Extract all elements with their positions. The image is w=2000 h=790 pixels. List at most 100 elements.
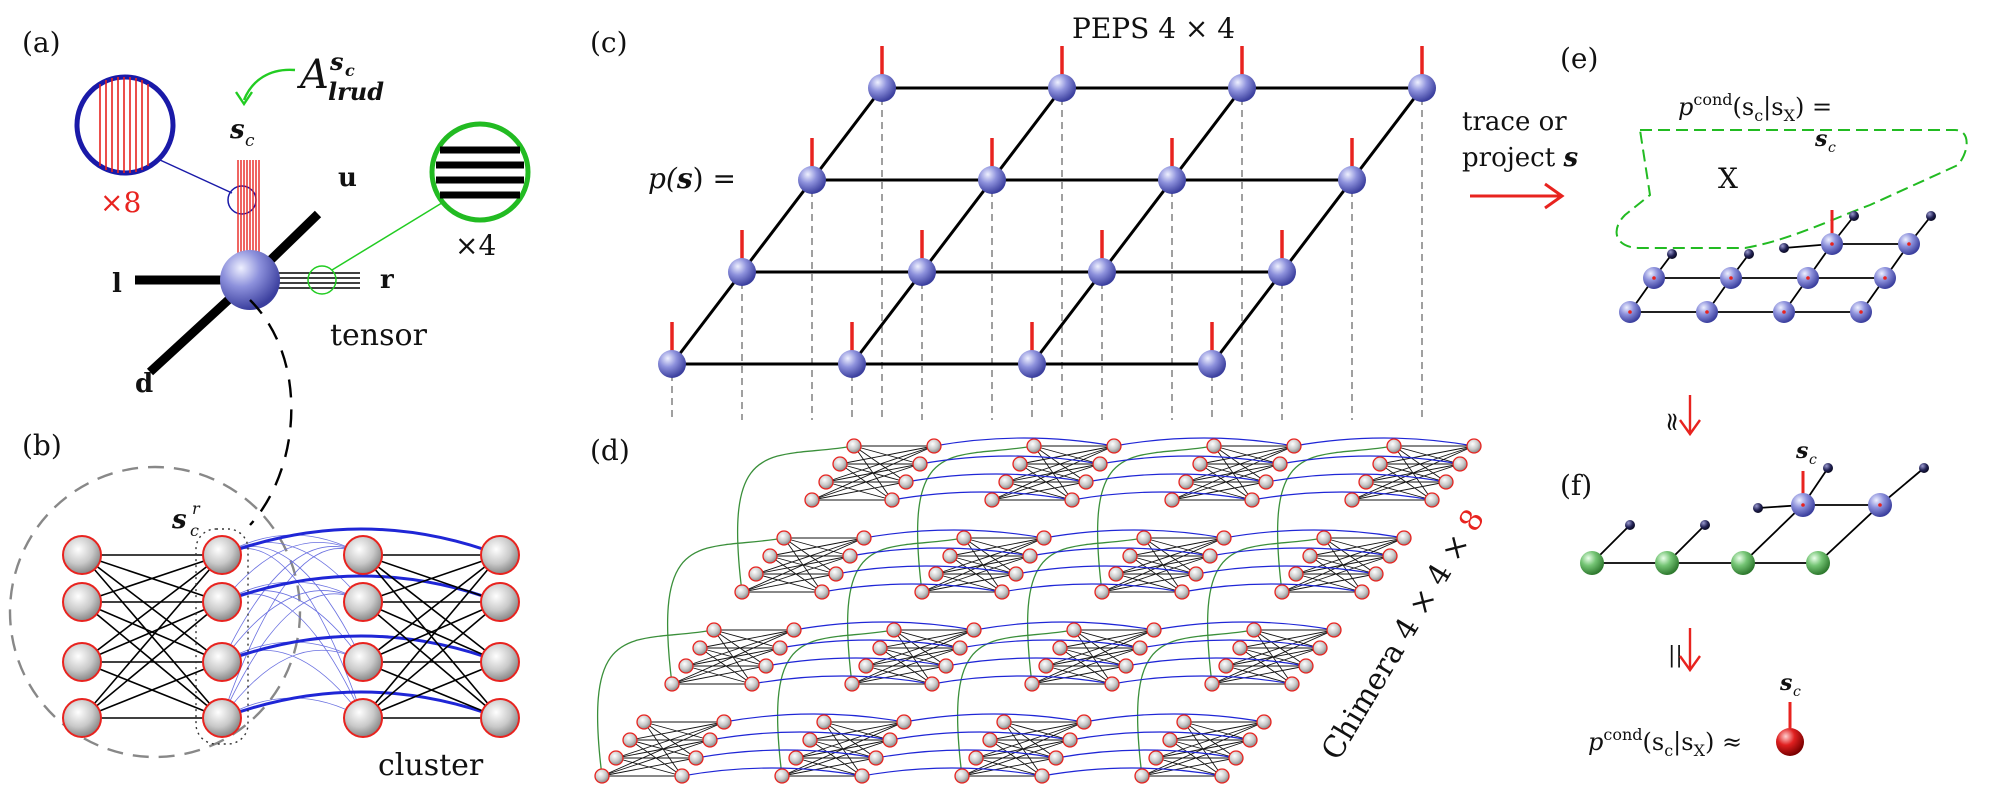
chimera-intra-edge bbox=[1183, 721, 1251, 741]
chimera-node bbox=[1106, 438, 1122, 454]
peps-grid bbox=[658, 46, 1436, 378]
approx-sign-2: || bbox=[1668, 643, 1683, 668]
chimera-node bbox=[1358, 474, 1374, 490]
phys-index-e: s bbox=[1814, 126, 1827, 152]
panel-e: (e) pcond(sc|sX) = s c X bbox=[1560, 42, 1968, 323]
chimera-intra-edge bbox=[1003, 721, 1057, 759]
chimera-node bbox=[786, 622, 802, 638]
peps-node bbox=[838, 350, 866, 378]
chimera-vertical-coupler bbox=[957, 629, 1075, 777]
chimera-intra-edge bbox=[853, 445, 893, 501]
chimera-node bbox=[1354, 584, 1370, 600]
grid-e-fixed-spin bbox=[1779, 243, 1789, 253]
cluster-intra-edge bbox=[81, 601, 223, 663]
chimera-intra-edge bbox=[1309, 555, 1363, 593]
final-node bbox=[1776, 728, 1804, 756]
approx-sign-1: ≈ bbox=[1657, 411, 1687, 433]
chimera-node bbox=[886, 622, 902, 638]
chimera-vertical-coupler bbox=[1027, 537, 1145, 685]
chimera-horizontal-coupler bbox=[1279, 455, 1461, 465]
chimera-horizontal-coupler bbox=[1043, 529, 1225, 539]
phys-zoom-connector bbox=[159, 159, 233, 194]
peps-bond-diagonal bbox=[1210, 87, 1424, 365]
chimera-intra-edge bbox=[615, 757, 683, 777]
phys-index-a: s bbox=[229, 115, 245, 145]
cluster-node bbox=[202, 582, 242, 622]
chimera-node bbox=[846, 438, 862, 454]
cluster-caption: cluster bbox=[378, 748, 484, 783]
chimera-intra-edge bbox=[685, 665, 753, 685]
chimera-node bbox=[594, 768, 610, 784]
chimera-horizontal-coupler bbox=[863, 529, 1045, 539]
chimera-vertical-coupler bbox=[597, 629, 715, 777]
chimera-horizontal-coupler bbox=[849, 547, 1031, 557]
chimera-intra-edge bbox=[853, 445, 907, 483]
chimera-node bbox=[1452, 456, 1468, 472]
chimera-node bbox=[1174, 584, 1190, 600]
panel-f: (f) s c bbox=[1560, 438, 1929, 575]
chimera-node bbox=[1246, 622, 1262, 638]
chimera-horizontal-coupler bbox=[821, 583, 1003, 593]
chimera-intra-edge bbox=[935, 573, 1003, 593]
chimera-node bbox=[1178, 474, 1194, 490]
chimera-intra-edge bbox=[893, 629, 947, 667]
cluster-intra-edge bbox=[362, 601, 501, 719]
chimera-intra-edge bbox=[1169, 739, 1223, 777]
cluster-node bbox=[343, 535, 383, 575]
chain-f-boundary-node bbox=[1731, 551, 1755, 575]
chimera-intra-edge bbox=[1005, 481, 1073, 501]
chimera-node bbox=[1176, 714, 1192, 730]
cluster-thin-coupler bbox=[221, 590, 364, 663]
chimera-node bbox=[856, 530, 872, 546]
peps-node bbox=[658, 350, 686, 378]
cluster-intra-edge bbox=[81, 661, 223, 719]
chimera-node bbox=[1132, 640, 1148, 656]
chimera-node bbox=[1012, 456, 1028, 472]
cluster-node bbox=[343, 642, 383, 682]
chimera-vertical-coupler bbox=[737, 445, 855, 593]
chimera-intra-edge bbox=[1213, 445, 1281, 465]
chimera-vertical-coupler bbox=[1277, 445, 1395, 593]
cluster-node bbox=[62, 698, 102, 738]
chimera-intra-edge bbox=[1115, 573, 1183, 593]
chimera-intra-edge bbox=[963, 537, 1003, 593]
chimera-node bbox=[1244, 492, 1260, 508]
cluster-selection-box bbox=[195, 528, 249, 745]
chimera-node bbox=[844, 676, 860, 692]
chimera-intra-edge bbox=[1183, 721, 1237, 759]
cluster-thin-coupler bbox=[221, 590, 364, 663]
bond-zoom-lines bbox=[436, 146, 524, 199]
chimera-node bbox=[924, 676, 940, 692]
spin-symbol: s bbox=[171, 505, 187, 535]
grid-e-node-dot bbox=[1883, 276, 1887, 280]
panel-d-label: (d) bbox=[590, 434, 630, 467]
peps-node bbox=[1048, 74, 1076, 102]
tensor-to-cluster-dashed bbox=[249, 299, 293, 526]
chimera-node bbox=[998, 474, 1014, 490]
phys-leg-zoom-lines bbox=[99, 77, 149, 173]
chimera-node bbox=[882, 732, 898, 748]
chimera-intra-edge bbox=[823, 721, 891, 741]
bond-l-label: l bbox=[112, 269, 122, 299]
bond-r-label: r bbox=[380, 265, 394, 295]
cluster-intra-edge bbox=[362, 554, 501, 719]
mult-bond-text: ×4 bbox=[455, 229, 496, 262]
chimera-node bbox=[1298, 658, 1314, 674]
chimera-node bbox=[1218, 658, 1234, 674]
chimera-horizontal-coupler bbox=[1085, 473, 1267, 483]
grid-e-fixed-spin bbox=[1667, 249, 1677, 259]
cluster-thin-coupler bbox=[221, 581, 364, 603]
cluster-graph bbox=[62, 527, 520, 745]
chimera-vertical-coupler bbox=[777, 629, 895, 777]
chimera-intra-edge bbox=[795, 757, 863, 777]
chimera-node bbox=[1134, 768, 1150, 784]
chimera-node bbox=[1286, 438, 1302, 454]
chimera-intra-edge bbox=[1323, 537, 1377, 575]
chimera-node bbox=[1202, 548, 1218, 564]
bond-zoom-connector bbox=[331, 197, 451, 271]
chimera-intra-edge bbox=[839, 463, 893, 501]
chimera-node bbox=[744, 676, 760, 692]
panel-b-label: (b) bbox=[22, 429, 62, 462]
chimera-node bbox=[858, 658, 874, 674]
